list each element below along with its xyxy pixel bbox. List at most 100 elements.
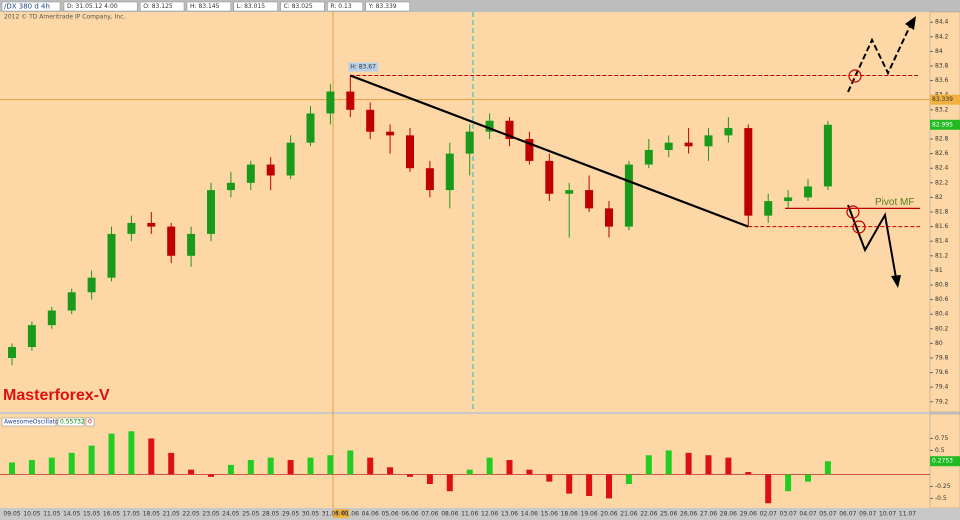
x-tick-label: 28.05 bbox=[262, 511, 279, 518]
y-tick-label: 79.8 bbox=[935, 354, 949, 361]
osc-bar bbox=[168, 452, 175, 475]
osc-bar bbox=[526, 469, 533, 475]
candle-body bbox=[684, 142, 693, 147]
osc-bar bbox=[68, 452, 75, 475]
candle-body bbox=[286, 142, 295, 176]
y-tick-label: 82 bbox=[935, 194, 943, 201]
osc-bar bbox=[785, 474, 792, 492]
x-tick-label: 29.05 bbox=[282, 511, 299, 518]
osc-bar bbox=[685, 452, 692, 475]
y-tick-label: 81.8 bbox=[935, 209, 949, 216]
candle-body bbox=[823, 124, 832, 187]
date-axis bbox=[0, 508, 960, 520]
x-tick-label: 10.07 bbox=[879, 511, 896, 518]
x-tick-label: 15.06 bbox=[541, 511, 558, 518]
oscillator-panel bbox=[0, 414, 930, 508]
x-tick-label: 22.06 bbox=[640, 511, 657, 518]
candle-body bbox=[724, 128, 733, 136]
candle-body bbox=[246, 164, 255, 183]
osc-bar bbox=[28, 460, 35, 475]
candle-body bbox=[326, 91, 335, 114]
header-field-box bbox=[63, 1, 138, 12]
y-tick-label: 84.2 bbox=[935, 33, 949, 40]
x-tick-label: 03.07 bbox=[780, 511, 797, 518]
x-tick-label: 12.06 bbox=[481, 511, 498, 518]
osc-note: 0 bbox=[88, 419, 92, 426]
close-label-box bbox=[930, 119, 960, 130]
x-tick-label: 30.05 bbox=[302, 511, 319, 518]
osc-bar bbox=[88, 445, 95, 475]
x-tick-label: 18.05 bbox=[143, 511, 160, 518]
osc-bar bbox=[824, 461, 831, 475]
osc-bar bbox=[466, 469, 473, 475]
high-label-box bbox=[348, 62, 379, 72]
osc-bar bbox=[407, 474, 413, 477]
symbol: /DX 380 d 4h bbox=[4, 3, 50, 11]
osc-bar bbox=[486, 457, 493, 475]
candle-body bbox=[67, 292, 76, 311]
x-tick-label: 05.06 bbox=[382, 511, 399, 518]
candle-body bbox=[346, 91, 355, 110]
x-tick-label: 19.06 bbox=[581, 511, 598, 518]
candle-body bbox=[624, 164, 633, 227]
osc-bar bbox=[506, 460, 513, 475]
header-field: C: 83.025 bbox=[284, 3, 313, 10]
header-field-box bbox=[139, 1, 185, 12]
y-tick-label: 82.8 bbox=[935, 136, 949, 143]
x-tick-label: 21.06 bbox=[620, 511, 637, 518]
candle-body bbox=[664, 142, 673, 150]
osc-value: 0.55732 bbox=[60, 419, 85, 426]
y-tick-label: 80.6 bbox=[935, 296, 949, 303]
osc-bar bbox=[745, 472, 752, 475]
pivot-label: Pivot MF bbox=[875, 197, 914, 208]
osc-bar bbox=[9, 462, 15, 475]
osc-bar bbox=[387, 467, 394, 475]
arrow-head bbox=[905, 16, 916, 30]
candle-body bbox=[545, 160, 554, 194]
x-tick-label: 11.05 bbox=[43, 511, 60, 518]
osc-bar bbox=[267, 457, 274, 475]
x-tick-label: 25.05 bbox=[242, 511, 259, 518]
candle-body bbox=[8, 347, 16, 358]
cursor-label: 4:00 bbox=[335, 510, 349, 517]
y-tick-label: 83.6 bbox=[935, 77, 949, 84]
candle-body bbox=[485, 120, 494, 132]
osc-bar bbox=[128, 431, 135, 475]
osc-bar bbox=[208, 474, 214, 477]
candle-body bbox=[764, 201, 773, 216]
header-field: Y: 83.339 bbox=[368, 3, 397, 10]
x-tick-label: 06.07 bbox=[839, 511, 856, 518]
y-tick-label: 80.8 bbox=[935, 281, 949, 288]
x-tick-label: 27.06 bbox=[700, 511, 717, 518]
candle-body bbox=[465, 131, 474, 154]
symbol-box bbox=[1, 1, 61, 12]
candle-body bbox=[386, 131, 395, 136]
y-tick-label: 0.75 bbox=[935, 435, 949, 442]
x-tick-label: 18.06 bbox=[561, 511, 578, 518]
y-tick-label: 79.6 bbox=[935, 369, 949, 376]
osc-bar bbox=[148, 438, 155, 475]
x-tick-label: 11.07 bbox=[899, 511, 916, 518]
candle-body bbox=[644, 149, 653, 165]
scenario-down bbox=[846, 204, 901, 288]
candle-body bbox=[147, 222, 156, 227]
y-tick-label: 81.6 bbox=[935, 223, 949, 230]
y-tick-label: 83.8 bbox=[935, 63, 949, 70]
trendline bbox=[349, 74, 749, 228]
osc-value-box bbox=[57, 417, 85, 427]
osc-bar bbox=[426, 474, 433, 485]
osc-title: AwesomeOscillator bbox=[4, 419, 62, 426]
price-axis bbox=[929, 11, 960, 413]
osc-title-box bbox=[1, 417, 57, 427]
candle-body bbox=[107, 233, 116, 278]
candle-body bbox=[226, 182, 235, 191]
y-tick-label: 82.2 bbox=[935, 179, 949, 186]
osc-bar bbox=[625, 474, 632, 485]
x-tick-label: 16.05 bbox=[103, 511, 120, 518]
osc-bar bbox=[247, 460, 254, 475]
y-tick-label: 82.6 bbox=[935, 150, 949, 157]
circle-marker bbox=[846, 205, 860, 219]
x-tick-label: 09.07 bbox=[859, 511, 876, 518]
y-tick-label: 81 bbox=[935, 267, 943, 274]
header-field-box bbox=[233, 1, 278, 12]
